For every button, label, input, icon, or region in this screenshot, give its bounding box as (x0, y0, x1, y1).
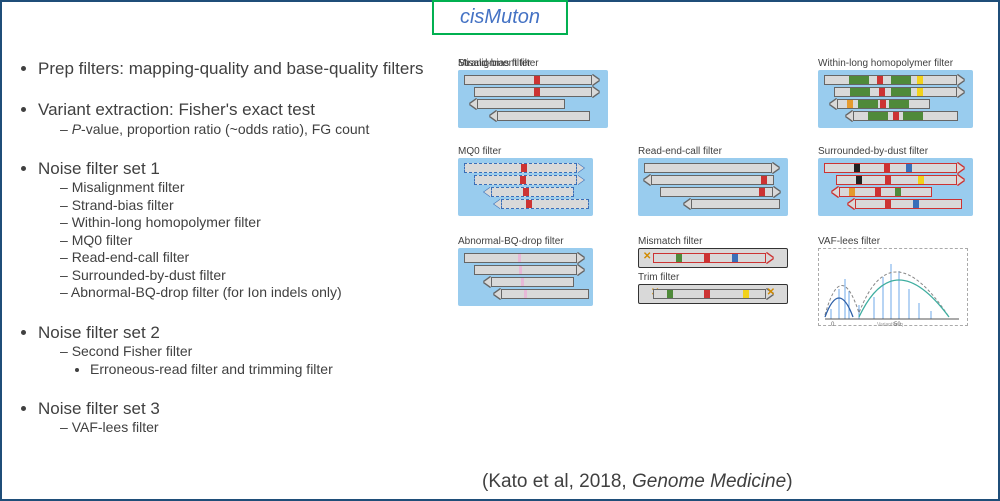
slide-canvas: cisMuton Prep filters: mapping-quality a… (0, 0, 1000, 501)
item-n1-sub: Misalignment filter (60, 179, 458, 197)
item-n2-sub: Second Fisher filter Erroneous-read filt… (60, 343, 458, 378)
panel-title: Abnormal-BQ-drop filter (458, 236, 593, 247)
panel-bq: Abnormal-BQ-drop filter (458, 236, 593, 306)
item-variant: Variant extraction: Fisher's exact test … (38, 99, 458, 138)
vaf-x0: 0 (831, 322, 835, 327)
trim-box: ✕ ✕ (638, 284, 788, 304)
panel-title: Surrounded-by-dust filter (818, 146, 973, 157)
item-n1-sub: Read-end-call filter (60, 249, 458, 267)
vaf-chart: 0 50 VariantFreq (818, 248, 968, 326)
panel-title: Within-long homopolymer filter (818, 58, 973, 69)
item-n2: Noise filter set 2 Second Fisher filter … (38, 322, 458, 378)
panel-title: Mismatch filter (638, 236, 788, 247)
panel-title: MQ0 filter (458, 146, 593, 157)
panel-title: Read-end-call filter (638, 146, 788, 157)
title-badge: cisMuton (432, 0, 568, 35)
panel-dust: Surrounded-by-dust filter (818, 146, 973, 216)
content: Prep filters: mapping-quality and base-q… (18, 58, 982, 489)
panel-recall: Read-end-call filter (638, 146, 788, 216)
item-n1-sub: Surrounded-by-dust filter (60, 267, 458, 285)
mismatch-box: ✕ (638, 248, 788, 268)
vaf-xlabel: VariantFreq (877, 322, 903, 327)
panel-title: Strand-bias filter (458, 58, 608, 69)
item-n1: Noise filter set 1 Misalignment filterSt… (38, 158, 458, 302)
item-n1-sub: MQ0 filter (60, 232, 458, 250)
item-n3-sub: VAF-lees filter (60, 419, 458, 437)
item-prep: Prep filters: mapping-quality and base-q… (38, 58, 458, 79)
panel-title: VAF-lees filter (818, 236, 973, 247)
right-column: Misalignment filter Strand-bias filter (458, 58, 982, 489)
item-n2-subsub: Erroneous-read filter and trimming filte… (90, 361, 458, 379)
panel-mm-trim: Mismatch filter ✕ Trim filter ✕ ✕ (638, 236, 788, 308)
item-n3: Noise filter set 3 VAF-lees filter (38, 398, 458, 437)
left-column: Prep filters: mapping-quality and base-q… (18, 58, 458, 489)
panel-strand: Strand-bias filter (458, 58, 608, 128)
panel-mq0: MQ0 filter (458, 146, 593, 216)
panel-title: Trim filter (638, 272, 788, 283)
panel-vaf: VAF-lees filter (818, 236, 973, 326)
citation: (Kato et al, 2018, Genome Medicine) (482, 471, 793, 493)
item-n1-sub: Abnormal-BQ-drop filter (for Ion indels … (60, 284, 458, 302)
panel-homo: Within-long homopolymer filter (818, 58, 973, 128)
item-variant-sub: P-value, proportion ratio (~odds ratio),… (60, 121, 458, 139)
item-n1-sub: Strand-bias filter (60, 197, 458, 215)
item-n1-sub: Within-long homopolymer filter (60, 214, 458, 232)
